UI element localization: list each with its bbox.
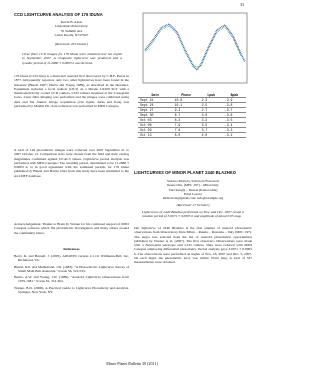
author-line: Ernst Lazaro bbox=[184, 191, 202, 196]
table-cell: 9.3 bbox=[172, 107, 200, 113]
title: LIGHTCURVES OF MINOR PLANET 2440 BLAZHKO bbox=[134, 170, 237, 175]
table-cell: -3.6 bbox=[222, 112, 246, 118]
references: Berry, R. and Burnell, J. (2005). AIP4WI… bbox=[14, 254, 129, 296]
table-cell: 10.1 bbox=[172, 102, 200, 108]
paragraph: Our lightcurve of 2440 Blazhko is the fi… bbox=[134, 226, 252, 265]
table-cell: -3.3 bbox=[222, 127, 246, 133]
table-cell: 2.5 bbox=[199, 102, 223, 108]
table-header-cell: Phase bbox=[172, 93, 200, 98]
table-cell: 7.8 bbox=[172, 127, 200, 133]
table-cell: Sept 21 bbox=[138, 97, 173, 103]
table-cell: Oct 09 bbox=[138, 127, 173, 133]
page: 33 CCD LIGHTCURVE ANALYSIS OF 176 IDUNA … bbox=[14, 2, 252, 366]
reference: Warner, B.D. (2006). A Practical Guide t… bbox=[14, 285, 129, 295]
author-line: 70 Summit Ave bbox=[60, 28, 83, 33]
author-line: Yuri Krugly – Russia (Kislovodsk) bbox=[168, 187, 218, 192]
received: (Received: 17 October) bbox=[176, 203, 210, 207]
title: CCD LIGHTCURVE ANALYSIS OF 176 IDUNA bbox=[14, 12, 103, 17]
acknowledgement: Acknowledgement. Thanks to Brian D. Warn… bbox=[14, 222, 129, 235]
table-cell: 3.7 bbox=[199, 127, 223, 133]
author-line: UnderOak Observatory bbox=[55, 24, 88, 29]
table-cell: -3.9 bbox=[222, 97, 246, 103]
table-cell: 8.7 bbox=[172, 112, 200, 118]
author-line: Cedar Knolls, NJ 07927 bbox=[54, 32, 89, 37]
reference: Berry, R. and Burnell, J. (2005). AIP4WI… bbox=[14, 254, 129, 263]
page-number: 33 bbox=[240, 2, 244, 7]
table-cell: 8.2 bbox=[172, 117, 200, 123]
table-header-cell: Bpab bbox=[222, 93, 246, 98]
table-header-cell: Date bbox=[138, 93, 173, 98]
table-cell: 7.9 bbox=[172, 122, 200, 128]
table-cell: Sept 30 bbox=[138, 112, 173, 118]
author-line: Rome Obs. (MPC 197) – Milan Italy bbox=[167, 183, 219, 188]
table-row: Sept 27 9.3 2.7 -3.7 bbox=[138, 107, 246, 113]
table-row: Oct 06 7.9 3.5 -3.4 bbox=[138, 122, 246, 128]
table-cell: 2.7 bbox=[199, 107, 223, 113]
table-cell: 8.0 bbox=[172, 132, 200, 138]
table-row: Oct 13 8.0 4.0 -3.2 bbox=[138, 132, 246, 138]
abstract: Clear filter CCD images for 176 Iduna we… bbox=[22, 52, 122, 65]
table-row: Oct 03 8.2 3.2 -3.5 bbox=[138, 117, 246, 123]
abstract: Lightcurves of 2440 Blazhko performed on… bbox=[142, 210, 244, 219]
table-row: Sept 30 8.7 3.0 -3.6 bbox=[138, 112, 246, 118]
table-cell: Sept 24 bbox=[138, 102, 173, 108]
table-header-row: Date Phase Lpab Bpab bbox=[138, 93, 246, 98]
observation-table: Date Phase Lpab Bpab Sept 21 10.8 2.3 -3.9 Sept … bbox=[138, 93, 246, 138]
footer: Minor Planet Bulletin 38 (2011) bbox=[106, 361, 158, 366]
table-cell: -3.8 bbox=[222, 102, 246, 108]
reference: Binzel, R.P. and Mulholland, J.D. (1983)… bbox=[14, 264, 129, 273]
author-block: Stefano Mottola, Salvatore Ferracioli Rom… bbox=[134, 179, 252, 200]
table-cell: Oct 13 bbox=[138, 132, 173, 138]
table-cell: 3.2 bbox=[199, 117, 223, 123]
lightcurve-points bbox=[144, 25, 242, 68]
author-line: mfmottola@gmail.com, info@example.org bbox=[162, 196, 224, 201]
table-row: Sept 24 10.1 2.5 -3.8 bbox=[138, 102, 246, 108]
table-cell: Sept 27 bbox=[138, 107, 173, 113]
table-header-cell: Lpab bbox=[199, 93, 223, 98]
paragraph: A total of 126 photometric images were c… bbox=[14, 148, 129, 178]
author-line: Stefano Mottola, Salvatore Ferracioli bbox=[166, 179, 220, 183]
table-cell: 3.0 bbox=[199, 112, 223, 118]
table-cell: Oct 06 bbox=[138, 122, 173, 128]
table-row: Sept 21 10.8 2.3 -3.9 bbox=[138, 97, 246, 103]
table-cell: -3.2 bbox=[222, 132, 246, 138]
paragraph: 176 Iduna (CCD data) is a main-belt aste… bbox=[14, 74, 129, 109]
table-cell: -3.7 bbox=[222, 107, 246, 113]
author-line: Kevin B. Alton bbox=[60, 20, 83, 24]
lightcurve-figure bbox=[142, 12, 248, 84]
received: (Received: 28 October) bbox=[55, 42, 88, 46]
table-cell: 2.3 bbox=[199, 97, 223, 103]
table-cell: 3.5 bbox=[199, 122, 223, 128]
table-cell: 4.0 bbox=[199, 132, 223, 138]
plot-frame bbox=[142, 12, 248, 84]
lightcurve-points bbox=[144, 23, 246, 72]
table-row: Oct 09 7.8 3.7 -3.3 bbox=[138, 127, 246, 133]
reference: Harris, A.W. and Young, J.W. (1989). "As… bbox=[14, 275, 129, 284]
references-title: References bbox=[63, 247, 80, 251]
table-cell: -3.5 bbox=[222, 117, 246, 123]
table-cell: 10.8 bbox=[172, 97, 200, 103]
table-cell: Oct 03 bbox=[138, 117, 173, 123]
author-block: Kevin B. Alton UnderOak Observatory 70 Sum… bbox=[14, 20, 129, 37]
table-cell: -3.4 bbox=[222, 122, 246, 128]
